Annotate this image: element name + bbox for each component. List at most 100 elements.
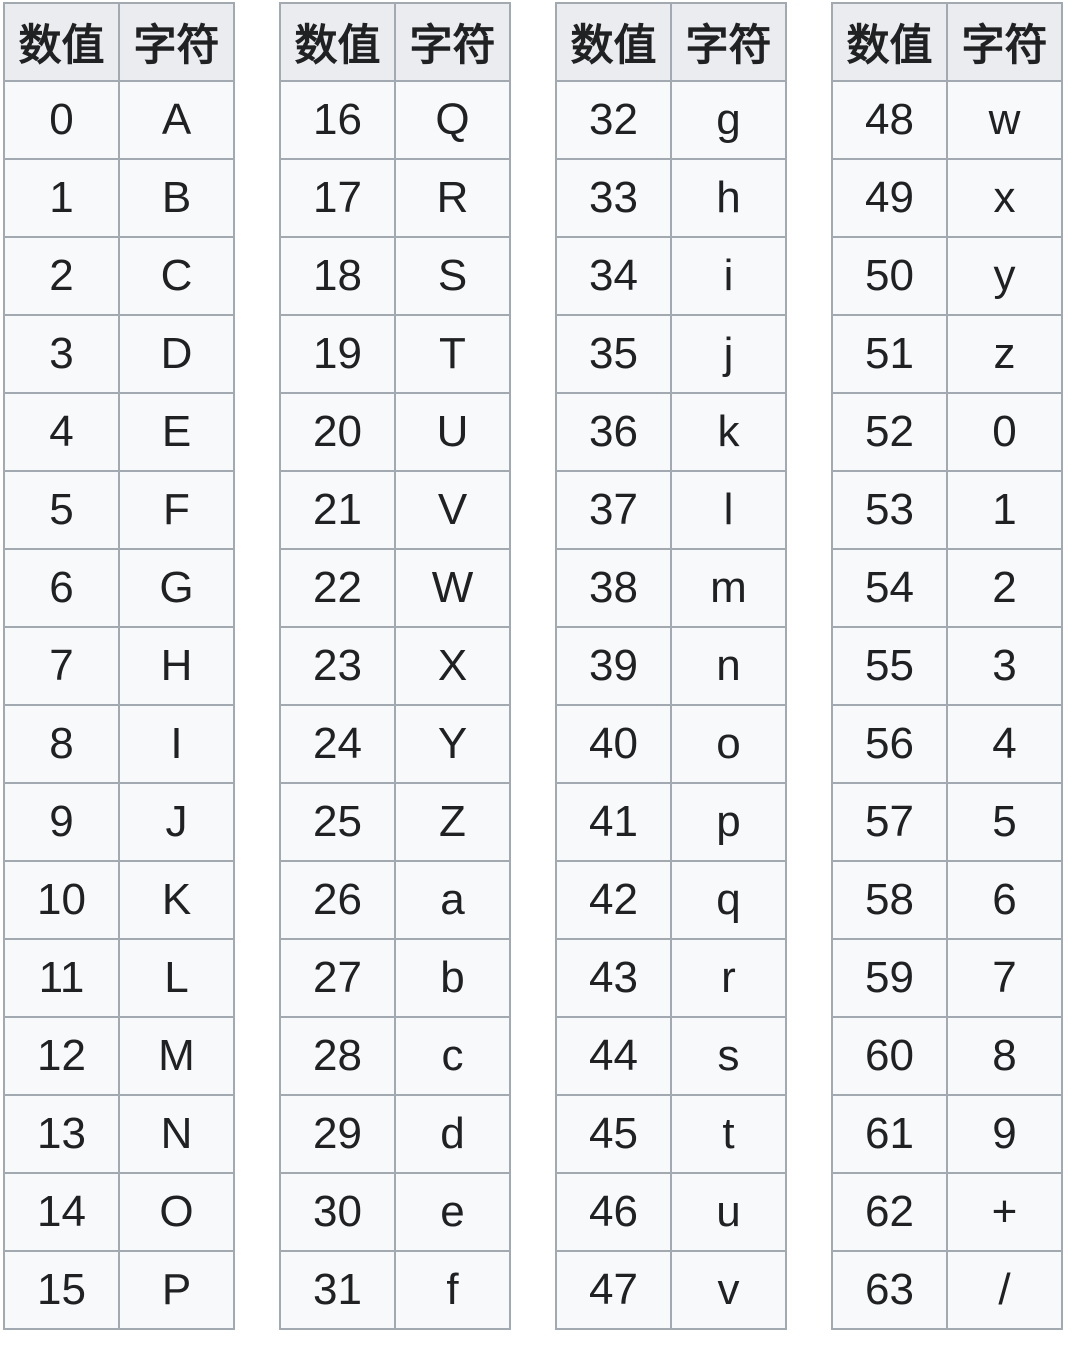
value-cell: 30 bbox=[279, 1172, 396, 1252]
table-row: 12 M bbox=[3, 1016, 235, 1096]
value-cell: 4 bbox=[3, 392, 120, 472]
value-cell: 8 bbox=[3, 704, 120, 784]
table-row: 47 v bbox=[555, 1250, 787, 1330]
value-cell: 38 bbox=[555, 548, 672, 628]
value-cell: 40 bbox=[555, 704, 672, 784]
value-cell: 49 bbox=[831, 158, 948, 238]
character-cell: B bbox=[118, 158, 235, 238]
value-cell: 27 bbox=[279, 938, 396, 1018]
value-column-header: 数值 bbox=[3, 2, 120, 82]
character-cell: X bbox=[394, 626, 511, 706]
character-cell: l bbox=[670, 470, 787, 550]
character-cell: U bbox=[394, 392, 511, 472]
table-row: 56 4 bbox=[831, 704, 1063, 784]
character-cell: 8 bbox=[946, 1016, 1063, 1096]
base64-table-2: 数值 字符 16 Q 17 R 18 S 19 T 20 U 21 V 22 W 23 X 24 Y 25 Z 26 a 27 b… bbox=[279, 2, 511, 1330]
character-cell: w bbox=[946, 80, 1063, 160]
value-cell: 42 bbox=[555, 860, 672, 940]
value-cell: 21 bbox=[279, 470, 396, 550]
value-cell: 39 bbox=[555, 626, 672, 706]
value-cell: 48 bbox=[831, 80, 948, 160]
value-cell: 19 bbox=[279, 314, 396, 394]
character-cell: K bbox=[118, 860, 235, 940]
table-row: 63/ bbox=[831, 1250, 1063, 1330]
table-row: 57 5 bbox=[831, 782, 1063, 862]
character-cell: F bbox=[118, 470, 235, 550]
character-column-header: 字符 bbox=[118, 2, 235, 82]
value-cell: 13 bbox=[3, 1094, 120, 1174]
table-row: 45 t bbox=[555, 1094, 787, 1174]
table-row: 39 n bbox=[555, 626, 787, 706]
value-cell: 41 bbox=[555, 782, 672, 862]
value-cell: 54 bbox=[831, 548, 948, 628]
character-cell: / bbox=[946, 1250, 1063, 1330]
value-cell: 5 bbox=[3, 470, 120, 550]
character-cell: 5 bbox=[946, 782, 1063, 862]
character-cell: z bbox=[946, 314, 1063, 394]
value-cell: 15 bbox=[3, 1250, 120, 1330]
character-cell: r bbox=[670, 938, 787, 1018]
table-row: 41 p bbox=[555, 782, 787, 862]
table-row: 33 h bbox=[555, 158, 787, 238]
character-cell: y bbox=[946, 236, 1063, 316]
table-row: 37 l bbox=[555, 470, 787, 550]
base64-table-4: 数值 字符 48 w 49 x 50 y 51 z 52 0 53 1 54 2 55 3 56 4 57 5 58 6 59 7… bbox=[831, 2, 1063, 1330]
table-row: 54 2 bbox=[831, 548, 1063, 628]
value-cell: 25 bbox=[279, 782, 396, 862]
character-cell: Z bbox=[394, 782, 511, 862]
table-row: 32 g bbox=[555, 80, 787, 160]
value-cell: 35 bbox=[555, 314, 672, 394]
table-row: 55 3 bbox=[831, 626, 1063, 706]
value-cell: 47 bbox=[555, 1250, 672, 1330]
value-cell: 2 bbox=[3, 236, 120, 316]
character-cell: 0 bbox=[946, 392, 1063, 472]
character-cell: T bbox=[394, 314, 511, 394]
value-cell: 44 bbox=[555, 1016, 672, 1096]
character-cell: E bbox=[118, 392, 235, 472]
character-cell: 3 bbox=[946, 626, 1063, 706]
character-cell: M bbox=[118, 1016, 235, 1096]
character-cell: e bbox=[394, 1172, 511, 1252]
character-cell: N bbox=[118, 1094, 235, 1174]
value-cell: 37 bbox=[555, 470, 672, 550]
character-cell: m bbox=[670, 548, 787, 628]
character-cell: 1 bbox=[946, 470, 1063, 550]
character-column-header: 字符 bbox=[946, 2, 1063, 82]
value-cell: 57 bbox=[831, 782, 948, 862]
value-cell: 7 bbox=[3, 626, 120, 706]
character-cell: S bbox=[394, 236, 511, 316]
table-row: 16 Q bbox=[279, 80, 511, 160]
character-cell: W bbox=[394, 548, 511, 628]
value-cell: 55 bbox=[831, 626, 948, 706]
value-cell: 17 bbox=[279, 158, 396, 238]
value-cell: 12 bbox=[3, 1016, 120, 1096]
value-column-header: 数值 bbox=[555, 2, 672, 82]
value-cell: 16 bbox=[279, 80, 396, 160]
header-row: 数值 字符 bbox=[279, 2, 511, 82]
table-row: 29 d bbox=[279, 1094, 511, 1174]
table-row: 23 X bbox=[279, 626, 511, 706]
character-cell: u bbox=[670, 1172, 787, 1252]
table-row: 26 a bbox=[279, 860, 511, 940]
table-row: 50 y bbox=[831, 236, 1063, 316]
character-cell: O bbox=[118, 1172, 235, 1252]
character-cell: G bbox=[118, 548, 235, 628]
value-cell: 28 bbox=[279, 1016, 396, 1096]
character-cell: 6 bbox=[946, 860, 1063, 940]
table-row: 49 x bbox=[831, 158, 1063, 238]
character-column-header: 字符 bbox=[394, 2, 511, 82]
table-row: 60 8 bbox=[831, 1016, 1063, 1096]
table-row: 31 f bbox=[279, 1250, 511, 1330]
table-row: 27 b bbox=[279, 938, 511, 1018]
character-cell: o bbox=[670, 704, 787, 784]
character-cell: g bbox=[670, 80, 787, 160]
character-cell: P bbox=[118, 1250, 235, 1330]
base64-index-tables: 数值 字符 0 A 1 B 2 C 3 D 4 E 5 F 6 G 7 H 8 I 9 J 10 K 11 L 12 M 13 N 14 O 1… bbox=[3, 2, 1063, 1330]
